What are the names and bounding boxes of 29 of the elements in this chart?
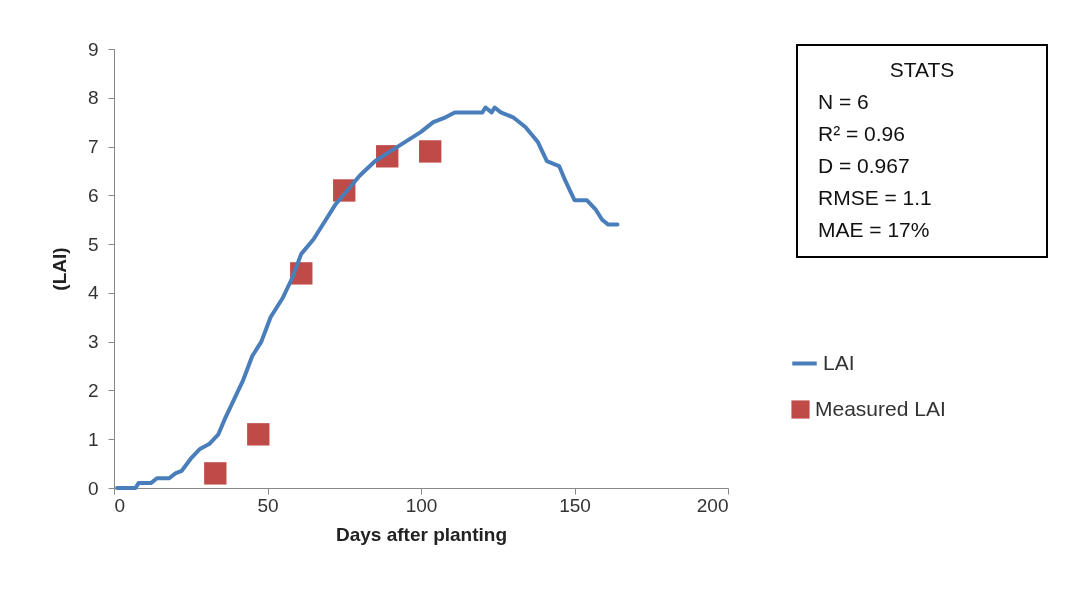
y-tick-label: 5 [87, 233, 99, 255]
x-tick-label: 100 [405, 494, 438, 516]
point [204, 462, 227, 485]
legend-label: LAI [823, 350, 855, 374]
text: RMSE = 1.1 [818, 185, 933, 211]
y-tick-label: 9 [87, 38, 99, 60]
y-tick-label: 4 [87, 282, 99, 304]
line-series [115, 105, 620, 490]
point [247, 423, 270, 446]
y-tick-label: 8 [87, 87, 99, 109]
y-tick-label: 2 [87, 379, 99, 401]
legend-label: Measured LAI [815, 396, 946, 420]
text: N = 6 [818, 89, 870, 115]
x-axis-title: Days after planting [335, 523, 508, 545]
x-tick-label: 0 [114, 494, 126, 516]
y-tick-label: 3 [87, 331, 99, 353]
x-tick-label: 200 [696, 494, 729, 516]
text: R² = 0.96 [818, 121, 906, 147]
y-tick-label: 1 [87, 428, 99, 450]
y-tick-label: 7 [87, 136, 99, 158]
text: MAE = 17% [818, 217, 931, 243]
y-tick-label: 0 [87, 477, 99, 499]
text: D = 0.967 [818, 153, 911, 179]
point [419, 140, 442, 163]
x-tick-label: 150 [559, 494, 591, 516]
x-tick-label: 50 [257, 494, 279, 516]
y-tick-label: 6 [87, 184, 99, 206]
text: STATS [888, 57, 956, 83]
y-axis-title: (LAI) [48, 247, 70, 291]
